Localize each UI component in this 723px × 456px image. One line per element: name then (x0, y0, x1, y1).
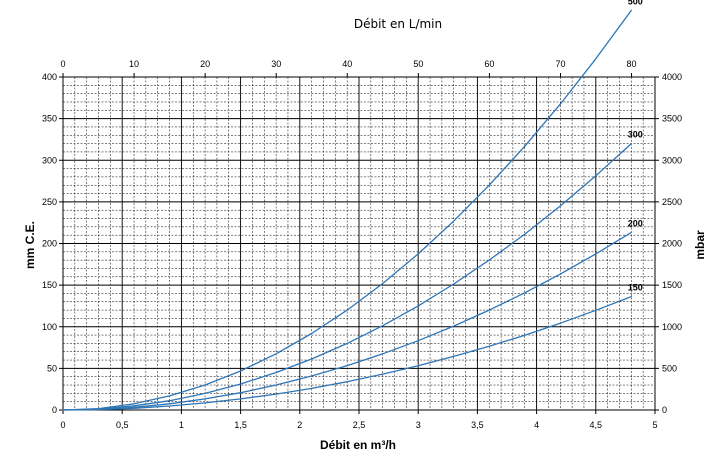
top-tick-label: 0 (60, 59, 65, 69)
series-label-300: 300 (628, 130, 643, 140)
bottom-axis-title: Débit en m³/h (320, 438, 396, 452)
left-tick-label: 50 (47, 363, 57, 373)
right-tick-label: 0 (662, 405, 667, 415)
right-tick-label: 1500 (662, 280, 682, 290)
left-tick-label: 100 (42, 322, 57, 332)
left-axis: 0 50 100 150 200 250 300 350 400 (42, 72, 63, 415)
right-axis-title: mbar (693, 230, 707, 260)
bottom-tick-label: 5 (652, 420, 657, 430)
top-axis: 0 10 20 30 40 50 60 70 80 (60, 59, 637, 77)
series-lines (62, 9, 632, 411)
top-axis-title: Débit en L/min (354, 17, 442, 31)
top-tick-label: 20 (200, 59, 210, 69)
bottom-tick-label: 3 (416, 420, 421, 430)
series-line-150 (62, 295, 632, 411)
series-line-200 (62, 231, 632, 411)
right-tick-label: 2000 (662, 239, 682, 249)
series-label-500: 500 (628, 0, 643, 6)
right-tick-label: 1000 (662, 322, 682, 332)
top-tick-label: 10 (129, 59, 139, 69)
bottom-tick-label: 2,5 (353, 420, 366, 430)
right-tick-label: 500 (662, 363, 677, 373)
series-line-500 (62, 9, 632, 411)
top-tick-label: 50 (413, 59, 423, 69)
top-tick-label: 30 (271, 59, 281, 69)
series-label-150: 150 (628, 283, 643, 293)
bottom-tick-label: 0 (60, 420, 65, 430)
top-tick-label: 80 (627, 59, 637, 69)
series-labels: 500 300 200 150 (628, 0, 643, 293)
top-tick-label: 70 (555, 59, 565, 69)
left-tick-label: 0 (52, 405, 57, 415)
series-line-300 (62, 142, 632, 411)
right-tick-label: 3500 (662, 114, 682, 124)
top-tick-label: 40 (342, 59, 352, 69)
left-tick-label: 250 (42, 197, 57, 207)
bottom-tick-label: 4 (534, 420, 539, 430)
bottom-axis: 0 0,5 1 1,5 2 2,5 3 3,5 4 4,5 5 (60, 410, 658, 430)
bottom-tick-label: 3,5 (471, 420, 484, 430)
series-label-200: 200 (628, 218, 643, 228)
bottom-tick-label: 1,5 (234, 420, 247, 430)
right-tick-label: 3000 (662, 155, 682, 165)
bottom-tick-label: 1 (179, 420, 184, 430)
left-tick-label: 200 (42, 239, 57, 249)
bottom-tick-label: 4,5 (590, 420, 603, 430)
left-tick-label: 350 (42, 114, 57, 124)
right-axis: 0 500 1000 1500 2000 2500 3000 3500 4000 (655, 72, 682, 415)
left-tick-label: 150 (42, 280, 57, 290)
bottom-tick-label: 2 (297, 420, 302, 430)
right-tick-label: 2500 (662, 197, 682, 207)
left-tick-label: 400 (42, 72, 57, 82)
top-tick-label: 60 (484, 59, 494, 69)
right-tick-label: 4000 (662, 72, 682, 82)
left-axis-title: mm C.E. (23, 221, 37, 269)
left-tick-label: 300 (42, 155, 57, 165)
bottom-tick-label: 0,5 (116, 420, 129, 430)
